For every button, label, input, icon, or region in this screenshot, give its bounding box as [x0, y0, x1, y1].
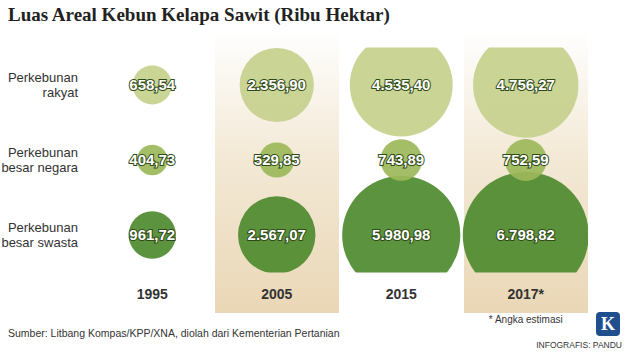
- svg-text:Perkebunanrakyat: Perkebunanrakyat: [8, 70, 79, 100]
- svg-text:4.756,27: 4.756,27: [497, 76, 555, 93]
- svg-text:2005: 2005: [261, 286, 292, 302]
- svg-text:2.567,07: 2.567,07: [248, 226, 306, 243]
- svg-text:5.980,98: 5.980,98: [372, 226, 430, 243]
- svg-text:Perkebunanbesar swasta: Perkebunanbesar swasta: [1, 220, 78, 250]
- svg-text:529,85: 529,85: [254, 151, 300, 168]
- svg-text:6.798,82: 6.798,82: [497, 226, 555, 243]
- svg-text:Perkebunanbesar negara: Perkebunanbesar negara: [1, 145, 78, 175]
- svg-text:961,72: 961,72: [129, 226, 175, 243]
- svg-text:1995: 1995: [137, 286, 168, 302]
- html-text:Sumber: Litbang Kompas/KPP/XNA: Sumber: Litbang Kompas/KPP/XNA, diolah d…: [8, 327, 340, 339]
- html-text:* Angka estimasi: * Angka estimasi: [488, 313, 563, 325]
- svg-text:2015: 2015: [386, 286, 417, 302]
- html-text:Luas Areal Kebun Kelapa Sawit: Luas Areal Kebun Kelapa Sawit (Ribu Hekt…: [8, 4, 390, 25]
- svg-text:404,73: 404,73: [129, 151, 175, 168]
- svg-text:2017*: 2017*: [507, 286, 544, 302]
- svg-text:752,59: 752,59: [503, 151, 549, 168]
- svg-text:4.535,40: 4.535,40: [372, 76, 430, 93]
- svg-text:743,89: 743,89: [378, 151, 424, 168]
- svg-text:2.356,90: 2.356,90: [248, 76, 306, 93]
- svg-text:658,54: 658,54: [129, 76, 176, 93]
- html-text:INFOGRAFIS: PANDU: INFOGRAFIS: PANDU: [536, 340, 622, 350]
- html-text:K: K: [601, 314, 615, 334]
